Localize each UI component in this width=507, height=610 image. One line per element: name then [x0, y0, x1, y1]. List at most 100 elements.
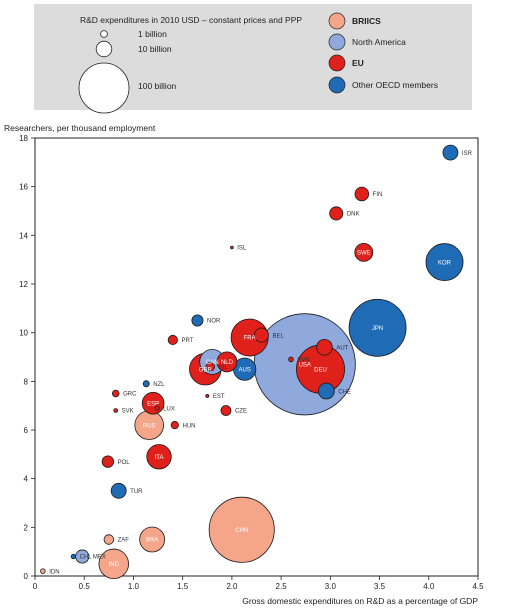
bubble-hun	[170, 421, 179, 430]
bubble-label-irl: IRL	[219, 365, 229, 371]
legend-label-other-oecd: Other OECD members	[352, 80, 438, 90]
y-tick-label: 16	[19, 183, 28, 192]
size-legend-title: R&D expenditures in 2010 USD – constant …	[80, 15, 302, 25]
y-tick-label: 4	[24, 475, 29, 484]
bubble-kor	[425, 243, 464, 282]
bubble-label-aut: AUT	[336, 345, 348, 351]
bubble-label-hun: HUN	[182, 423, 195, 429]
bubble-label-tur: TUR	[130, 489, 143, 495]
bubble-label-pol: POL	[118, 460, 131, 466]
y-tick-label: 10	[19, 329, 28, 338]
bubble-label-svn: SVN	[297, 358, 309, 364]
size-legend-bubble-large	[78, 62, 130, 114]
bubble-nor	[191, 314, 204, 327]
bubble-label-bra: BRA	[146, 538, 158, 544]
bubble-aut	[316, 338, 333, 356]
bubble-pol	[101, 455, 115, 468]
bubble-irl	[205, 362, 215, 372]
bubble-label-bel: BEL	[272, 333, 284, 339]
bubble-label-nor: NOR	[207, 319, 221, 325]
bubble-label-est: EST	[213, 394, 225, 400]
y-tick-label: 12	[19, 280, 28, 289]
bubble-chn	[208, 496, 275, 563]
bubble-che	[318, 382, 335, 400]
bubble-label-fra: FRA	[244, 336, 256, 342]
bubble-label-esp: ESP	[147, 401, 159, 407]
legend-swatch-eu	[328, 54, 346, 72]
bubble-label-ita: ITA	[155, 455, 164, 461]
y-tick-label: 8	[24, 377, 29, 386]
bubble-label-jpn: JPN	[372, 326, 383, 332]
y-axis-title: Researchers, per thousand employment	[4, 123, 156, 133]
legend-swatch-north-america	[328, 33, 346, 51]
bubble-bra	[139, 526, 166, 553]
bubble-ita	[146, 444, 172, 470]
bubble-tur	[110, 482, 127, 499]
y-tick-label: 0	[24, 572, 29, 581]
bubble-label-isl: ISL	[237, 246, 247, 252]
bubble-fin	[354, 186, 370, 202]
size-legend-bubble-medium	[95, 40, 113, 58]
bubble-bel	[253, 327, 269, 343]
bubble-label-lux: LUX	[163, 406, 175, 412]
bubble-label-deu: DEU	[314, 367, 327, 373]
bubble-svk	[113, 408, 119, 413]
bubble-label-cze: CZE	[235, 409, 247, 415]
bubble-label-chn: CHN	[235, 528, 248, 534]
y-tick-label: 6	[24, 426, 29, 435]
legend-label-briics: BRIICS	[352, 16, 381, 26]
y-tick-label: 18	[19, 134, 28, 143]
size-legend-label-1: 1 billion	[138, 29, 167, 39]
legend-label-eu: EU	[352, 58, 364, 68]
y-tick-label: 14	[19, 231, 28, 240]
legend: R&D expenditures in 2010 USD – constant …	[34, 4, 472, 114]
bubble-label-fin: FIN	[373, 192, 383, 198]
bubble-label-grc: GRC	[123, 392, 137, 398]
bubble-chl	[70, 553, 77, 560]
bubble-label-can: CAN	[206, 360, 219, 366]
bubble-svn	[288, 356, 294, 363]
x-tick-label: 0	[33, 582, 38, 591]
axis-ticks: 0 0.5 1.0 1.5 2.0 2.5 3.0 3.5 4.0 4.5 0 2 4 6 8 10 12 14 1…	[19, 134, 484, 591]
bubble-label-aus: AUS	[239, 367, 251, 373]
bubble-label-zaf: ZAF	[118, 538, 130, 544]
size-legend-bubble-small	[100, 30, 108, 38]
bubble-label-isr: ISR	[462, 151, 473, 157]
x-axis-title: Gross domestic expenditures on R&D as a …	[242, 596, 478, 606]
bubble-label-prt: PRT	[181, 338, 193, 344]
bubble-cze	[220, 405, 232, 416]
bubble-lux	[154, 405, 160, 411]
y-tick-label: 2	[24, 523, 29, 532]
size-legend-label-10: 10 billion	[138, 44, 172, 54]
size-legend-label-100: 100 billion	[138, 81, 177, 91]
bubble-label-nld: NLD	[221, 360, 234, 366]
x-tick-label: 3.0	[325, 582, 337, 591]
x-tick-label: 3.5	[374, 582, 386, 591]
bubbles	[40, 144, 464, 580]
x-tick-label: 2.5	[276, 582, 288, 591]
bubble-swe	[354, 242, 374, 262]
bubble-dnk	[329, 206, 344, 221]
bubble-label-usa: USA	[299, 363, 311, 369]
bubble-nld	[216, 351, 238, 373]
bubble-zaf	[103, 534, 115, 545]
bubble-label-ind: IND	[109, 562, 120, 568]
bubble-label-dnk: DNK	[347, 212, 360, 218]
bubble-label-svk: SVK	[122, 409, 134, 415]
plot-frame	[34, 137, 479, 577]
bubble-label-rus: RUS	[143, 423, 156, 429]
bubble-label-nzl: NZL	[153, 382, 165, 388]
bubble-label-chl: CHL	[80, 555, 93, 561]
bubble-label-gbr: GBR	[199, 367, 213, 373]
legend-swatch-briics	[328, 12, 346, 30]
x-tick-label: 0.5	[79, 582, 91, 591]
bubble-label-kor: KOR	[438, 260, 452, 266]
x-tick-label: 4.5	[472, 582, 484, 591]
bubble-grc	[111, 389, 120, 398]
bubble-nzl	[142, 380, 150, 388]
bubble-prt	[167, 334, 178, 346]
bubble-label-swe: SWE	[357, 251, 371, 257]
x-tick-label: 1.5	[177, 582, 189, 591]
bubble-isr	[442, 144, 459, 161]
